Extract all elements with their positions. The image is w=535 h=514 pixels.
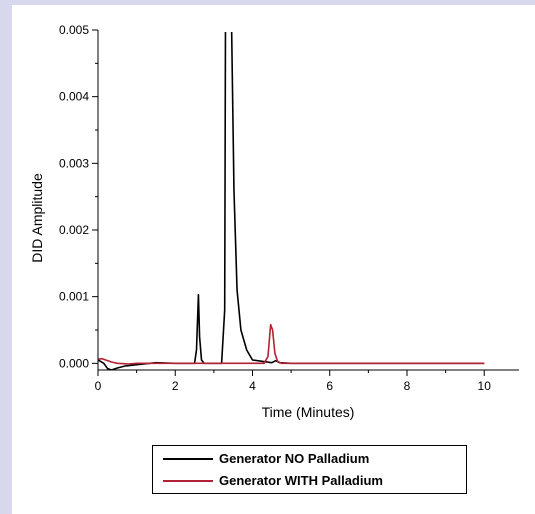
x-axis-title: Time (Minutes) <box>262 404 355 420</box>
x-tick-label: 4 <box>249 379 256 393</box>
y-tick-label: 0.002 <box>59 223 89 237</box>
y-tick-label: 0.004 <box>59 90 89 104</box>
legend-label-series-2: Generator WITH Palladium <box>219 473 383 488</box>
plot-area <box>98 32 485 370</box>
legend-item-series-2: Generator WITH Palladium <box>153 470 466 492</box>
x-tick-label: 0 <box>95 379 102 393</box>
legend: Generator NO Palladium Generator WITH Pa… <box>152 445 467 494</box>
x-tick-label: 8 <box>404 379 411 393</box>
x-tick-label: 2 <box>172 379 179 393</box>
y-axis-title: DID Amplitude <box>29 173 45 263</box>
series-line-1 <box>98 32 485 370</box>
y-tick-label: 0.000 <box>59 356 89 370</box>
y-axis: 0.000 0.001 0.002 0.003 0.004 0.005 <box>59 23 99 370</box>
x-tick-label: 6 <box>326 379 333 393</box>
y-tick-label: 0.003 <box>59 156 89 170</box>
legend-item-series-1: Generator NO Palladium <box>153 448 466 470</box>
series-line-2 <box>98 323 485 365</box>
y-tick-label: 0.001 <box>59 290 89 304</box>
legend-label-series-1: Generator NO Palladium <box>219 451 370 466</box>
y-tick-label: 0.005 <box>59 23 89 37</box>
legend-swatch-series-1 <box>163 458 213 460</box>
left-border-strip <box>0 0 12 514</box>
legend-swatch-series-2 <box>163 480 213 482</box>
x-tick-label: 10 <box>478 379 492 393</box>
top-border-strip <box>0 0 535 5</box>
x-axis: 0 2 4 6 8 10 <box>95 369 519 393</box>
